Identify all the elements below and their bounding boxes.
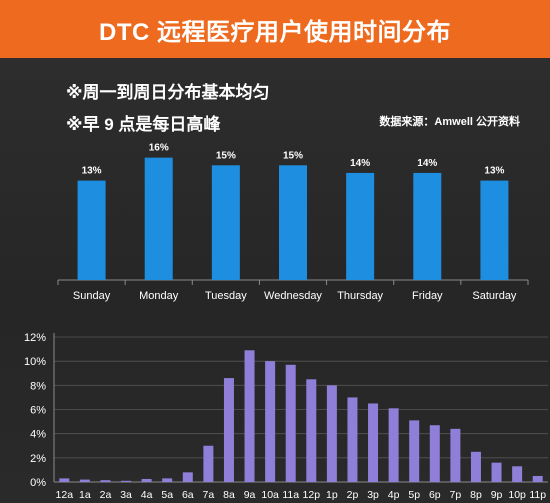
weekly-data-label: 14%: [417, 158, 437, 169]
hourly-category-label: 1a: [79, 489, 91, 501]
hourly-bar-1a: [79, 479, 90, 482]
weekly-bar-tuesday: [211, 165, 240, 280]
hourly-category-label: 8p: [470, 489, 482, 501]
weekly-data-label: 16%: [149, 143, 169, 154]
weekly-category-label: Thursday: [337, 290, 383, 302]
weekly-data-label: 15%: [216, 150, 236, 161]
hourly-bar-11a: [285, 364, 296, 482]
hourly-category-label: 6a: [182, 489, 194, 501]
hourly-category-label: 6p: [429, 489, 441, 501]
weekly-category-label: Wednesday: [264, 290, 322, 302]
hourly-bar-5a: [162, 478, 173, 482]
hourly-bar-9p: [491, 462, 502, 482]
hourly-category-label: 12a: [56, 489, 74, 501]
hourly-bar-12p: [306, 379, 317, 482]
hourly-category-label: 5a: [161, 489, 173, 501]
data-source: 数据来源：Amwell 公开资料: [379, 116, 520, 128]
hourly-y-tick-label: 2%: [30, 453, 46, 465]
hourly-category-label: 3a: [120, 489, 132, 501]
hourly-category-label: 9a: [244, 489, 256, 501]
weekly-category-label: Tuesday: [205, 290, 247, 302]
hourly-y-tick-label: 8%: [30, 380, 46, 392]
hourly-category-label: 10p: [508, 489, 526, 501]
hourly-category-label: 7a: [203, 489, 215, 501]
note-9am-peak: ※早 9 点是每日高峰: [66, 115, 221, 134]
weekly-category-label: Sunday: [73, 290, 111, 302]
hourly-bar-7a: [203, 445, 214, 482]
weekly-bar-friday: [413, 172, 442, 280]
hourly-category-label: 5p: [408, 489, 420, 501]
hourly-y-tick-label: 10%: [24, 356, 46, 368]
weekly-bar-monday: [144, 157, 173, 280]
hourly-bar-6p: [429, 425, 440, 482]
hourly-category-label: 1p: [326, 489, 338, 501]
weekly-category-label: Friday: [412, 290, 443, 302]
hourly-bar-3p: [368, 403, 379, 482]
hourly-y-tick-label: 6%: [30, 405, 46, 417]
hourly-y-tick-label: 0%: [30, 477, 46, 489]
weekly-category-label: Monday: [139, 290, 179, 302]
hourly-category-label: 10a: [261, 489, 279, 501]
hourly-bar-8a: [223, 378, 234, 482]
hourly-bar-4p: [388, 408, 399, 482]
weekly-data-label: 13%: [82, 166, 102, 177]
hourly-category-label: 8a: [223, 489, 235, 501]
weekly-bar-thursday: [346, 172, 375, 280]
hourly-category-label: 2a: [100, 489, 112, 501]
hourly-category-label: 2p: [347, 489, 359, 501]
hourly-category-label: 11a: [282, 489, 299, 501]
hourly-bar-12a: [59, 478, 70, 482]
hourly-bar-6a: [182, 472, 193, 482]
weekly-data-label: 15%: [283, 150, 303, 161]
hourly-bar-10p: [512, 466, 523, 482]
hourly-bar-4a: [141, 478, 152, 482]
hourly-bar-5p: [409, 420, 420, 482]
hourly-bar-2a: [100, 480, 111, 482]
page-title: DTC 远程医疗用户使用时间分布: [99, 18, 451, 46]
hourly-bar-9a: [244, 350, 255, 482]
hourly-category-label: 7p: [450, 489, 462, 501]
hourly-bar-10a: [265, 361, 276, 482]
weekly-bar-saturday: [480, 180, 509, 280]
hourly-category-label: 12p: [303, 489, 321, 501]
note-weekly-even: ※周一到周日分布基本均匀: [66, 83, 270, 102]
hourly-category-label: 4a: [141, 489, 153, 501]
weekly-data-label: 13%: [484, 166, 504, 177]
title-banner: DTC 远程医疗用户使用时间分布: [0, 0, 550, 58]
hourly-category-label: 9p: [491, 489, 503, 501]
hourly-bar-2p: [347, 397, 358, 482]
hourly-bar-3a: [121, 480, 132, 482]
hourly-bar-1p: [326, 385, 337, 482]
weekly-data-label: 14%: [350, 158, 370, 169]
hourly-bar-8p: [470, 451, 481, 482]
hourly-y-tick-label: 4%: [30, 429, 46, 441]
hourly-category-label: 4p: [388, 489, 400, 501]
weekly-bar-sunday: [77, 180, 106, 280]
hourly-category-label: 3p: [367, 489, 379, 501]
hourly-bar-11p: [532, 475, 543, 482]
hourly-bar-7p: [450, 428, 461, 482]
hourly-y-tick-label: 12%: [24, 332, 46, 344]
weekly-bar-wednesday: [279, 165, 307, 280]
hourly-category-label: 11p: [529, 489, 546, 501]
weekly-category-label: Saturday: [472, 290, 517, 302]
